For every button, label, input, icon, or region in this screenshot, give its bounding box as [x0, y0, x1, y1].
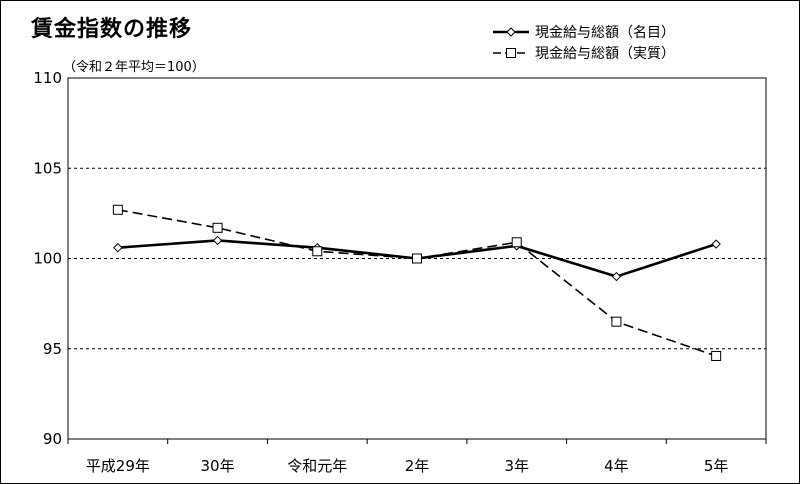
- x-tick-label: 平成29年: [86, 457, 150, 475]
- data-point-diamond: [113, 242, 123, 253]
- y-tick-label: 105: [33, 159, 62, 177]
- data-point-diamond: [212, 235, 223, 246]
- chart-title: 賃金指数の推移: [31, 17, 193, 42]
- data-point-diamond: [611, 271, 622, 282]
- series-layer: [112, 204, 722, 361]
- data-point-square: [711, 350, 722, 361]
- data-point-square: [511, 237, 522, 248]
- legend-label: 現金給与総額（実質）: [535, 46, 675, 62]
- series-line: [117, 208, 717, 357]
- data-point-square: [312, 246, 323, 257]
- chart-subtitle: （令和２年平均＝100）: [63, 60, 205, 75]
- x-tick-label: 4年: [604, 457, 629, 475]
- y-tick-label: 90: [43, 430, 62, 448]
- x-tick-label: 2年: [405, 457, 430, 475]
- data-point-diamond: [711, 239, 721, 249]
- x-tick-label: 30年: [201, 457, 235, 475]
- data-point-diamond: [506, 27, 516, 37]
- legend-label: 現金給与総額（名目）: [535, 25, 675, 41]
- y-tick-label: 110: [33, 69, 62, 87]
- axis-layer: 90 95 100 105 110 平成29年 30年 令和元年 2年 3年 4年 5年: [33, 69, 767, 475]
- x-tick-label: 令和元年: [287, 457, 347, 475]
- y-tick-label: 95: [43, 340, 62, 358]
- data-point-square: [611, 316, 622, 327]
- data-point-square: [212, 222, 223, 233]
- x-tick-label: 5年: [704, 457, 729, 475]
- data-point-square: [112, 204, 123, 215]
- y-tick-label: 100: [33, 250, 62, 268]
- legend: 現金給与総額（名目） 現金給与総額（実質）: [493, 25, 675, 62]
- data-point-square: [506, 48, 516, 58]
- data-point-square: [412, 253, 422, 264]
- x-tick-label: 3年: [504, 457, 529, 475]
- plot-area-border: [67, 77, 767, 440]
- series-real: [112, 204, 722, 361]
